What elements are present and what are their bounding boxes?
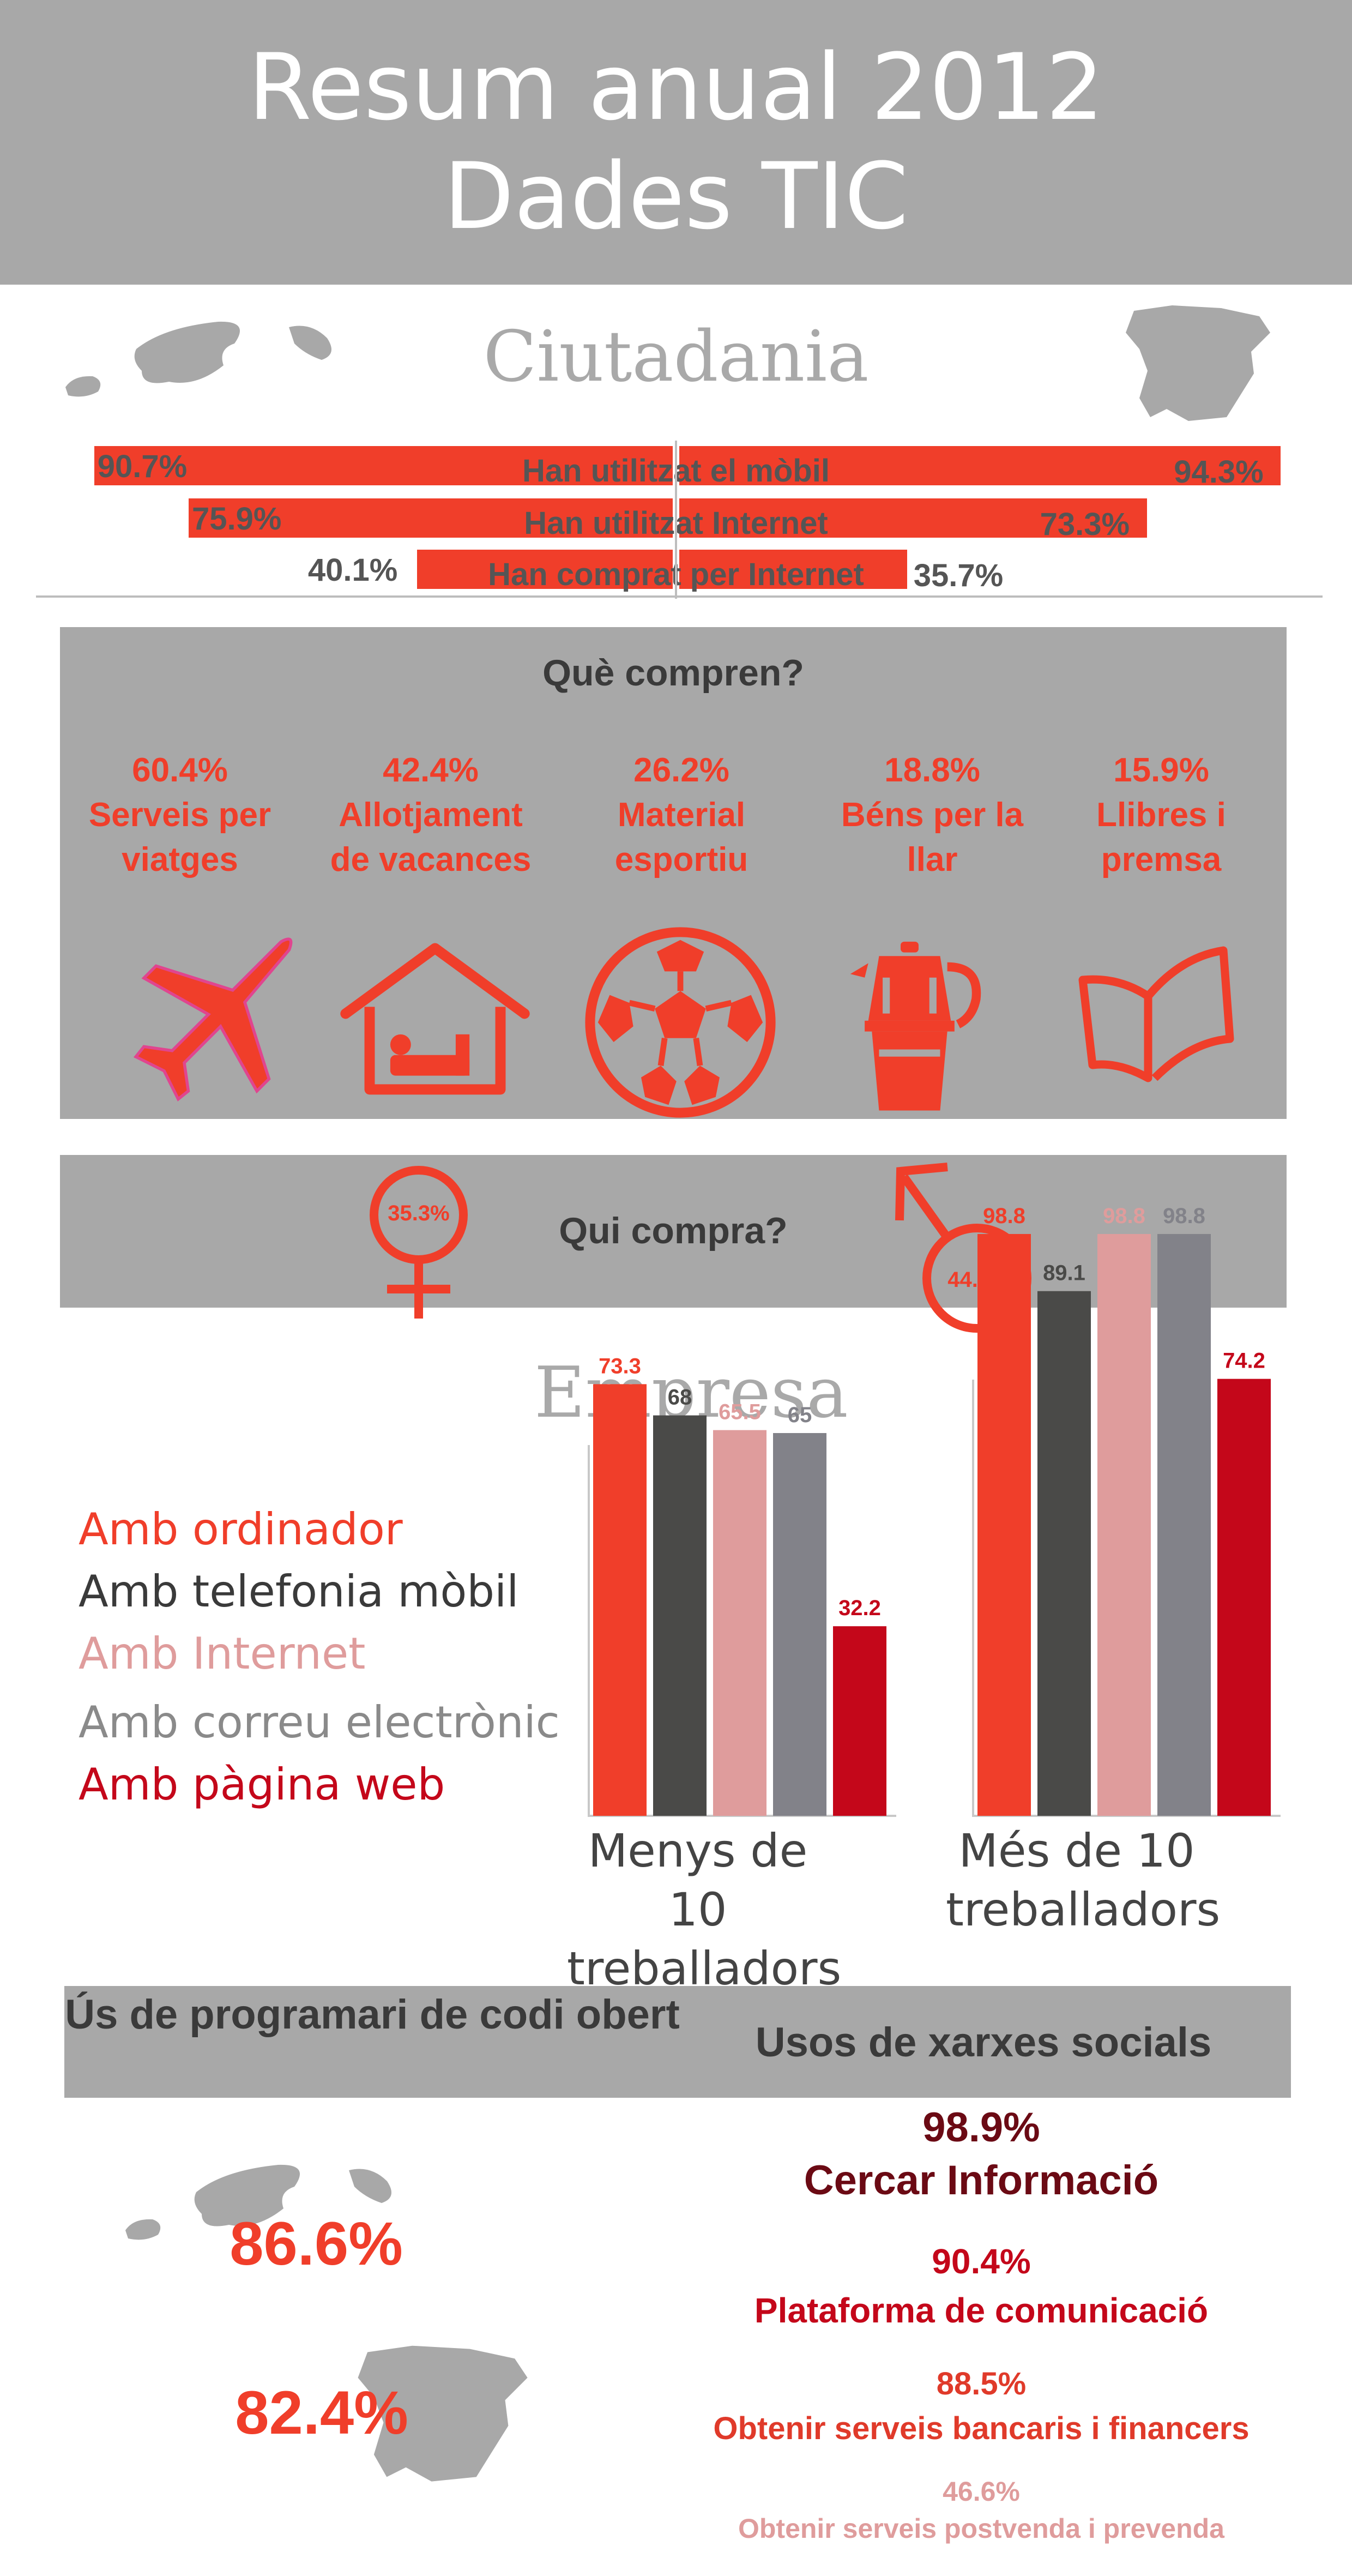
open-source-spain-pct: 82.4%: [185, 2378, 458, 2448]
social-item-1-label: Cercar Informació: [671, 2157, 1292, 2204]
bar-value-label: 98.8: [983, 1204, 1025, 1228]
bar-amb-correu-electr-nic: [1157, 1234, 1211, 1816]
bar-amb-internet: [713, 1430, 766, 1816]
social-item-1-pct: 98.9%: [671, 2104, 1292, 2151]
bar-value-label: 89.1: [1043, 1261, 1085, 1285]
open-source-balearic-pct: 86.6%: [180, 2208, 452, 2279]
x-axis-label-large: Més de 10 treballadors: [946, 1821, 1208, 1939]
bar-value-label: 98.8: [1103, 1204, 1145, 1228]
open-source-title: Ús de programari de codi obert: [64, 1989, 680, 2041]
bar-value-label: 98.8: [1163, 1204, 1205, 1228]
x-axis-label-small: Menys de 10 treballadors: [567, 1821, 829, 1998]
bar-amb-ordinador: [593, 1384, 647, 1816]
social-item-2-pct: 90.4%: [671, 2241, 1292, 2282]
social-item-2-label: Plataforma de comunicació: [671, 2290, 1292, 2331]
bar-amb-telefonia-m-bil: [653, 1416, 707, 1816]
bar-amb-telefonia-m-bil: [1037, 1291, 1091, 1816]
bar-value-label: 73.3: [599, 1354, 641, 1378]
bar-value-label: 68: [668, 1386, 692, 1410]
bar-amb-ordinador: [977, 1234, 1031, 1816]
bar-amb-internet: [1097, 1234, 1151, 1816]
bar-value-label: 32.2: [838, 1596, 881, 1620]
bar-value-label: 65.5: [719, 1400, 761, 1424]
social-networks-title: Usos de xarxes socials: [676, 2019, 1291, 2066]
social-item-3-label: Obtenir serveis bancaris i financers: [671, 2410, 1292, 2447]
bar-amb-p-gina-web: [1217, 1379, 1271, 1816]
social-item-3-pct: 88.5%: [671, 2366, 1292, 2402]
business-bar-chart: 73.3 68 65.5 65 32.2 98.8 89.1 98.8 98.8 74.2: [0, 0, 1352, 1963]
bar-amb-p-gina-web: [833, 1626, 886, 1816]
bar-value-label: 65: [788, 1403, 812, 1427]
social-item-4-pct: 46.6%: [671, 2476, 1292, 2507]
bar-amb-correu-electr-nic: [773, 1433, 826, 1816]
bar-value-label: 74.2: [1223, 1349, 1265, 1373]
social-item-4-label: Obtenir serveis postvenda i prevenda: [671, 2513, 1292, 2544]
